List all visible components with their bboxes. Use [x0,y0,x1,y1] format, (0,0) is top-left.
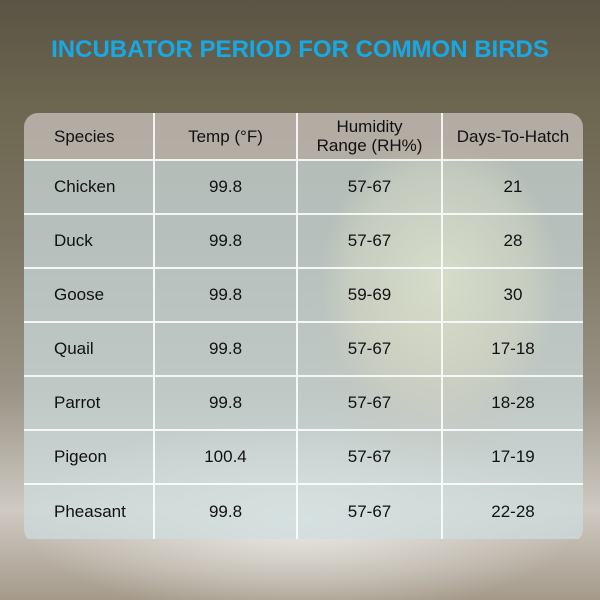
cell-humidity: 57-67 [298,161,443,215]
cell-humidity: 59-69 [298,269,443,323]
cell-temp: 99.8 [155,485,298,539]
cell-days: 21 [443,161,583,215]
header-temp: Temp (°F) [155,113,298,161]
cell-temp: 99.8 [155,377,298,431]
cell-days: 17-19 [443,431,583,485]
page-title: INCUBATOR PERIOD FOR COMMON BIRDS [51,36,549,63]
cell-days: 22-28 [443,485,583,539]
cell-species: Quail [24,323,155,377]
incubation-table: Species Temp (°F) Humidity Range (RH%) Days… [24,113,583,543]
cell-humidity: 57-67 [298,323,443,377]
cell-temp: 100.4 [155,431,298,485]
cell-temp: 99.8 [155,323,298,377]
cell-species: Parrot [24,377,155,431]
cell-temp: 99.8 [155,215,298,269]
header-days: Days-To-Hatch [443,113,583,161]
cell-days: 30 [443,269,583,323]
cell-species: Pheasant [24,485,155,539]
cell-species: Chicken [24,161,155,215]
header-humidity: Humidity Range (RH%) [298,113,443,161]
cell-days: 17-18 [443,323,583,377]
cell-temp: 99.8 [155,269,298,323]
header-species: Species [24,113,155,161]
cell-days: 28 [443,215,583,269]
cell-humidity: 57-67 [298,377,443,431]
cell-species: Pigeon [24,431,155,485]
cell-humidity: 57-67 [298,431,443,485]
cell-humidity: 57-67 [298,485,443,539]
cell-temp: 99.8 [155,161,298,215]
cell-species: Goose [24,269,155,323]
cell-species: Duck [24,215,155,269]
cell-days: 18-28 [443,377,583,431]
cell-humidity: 57-67 [298,215,443,269]
